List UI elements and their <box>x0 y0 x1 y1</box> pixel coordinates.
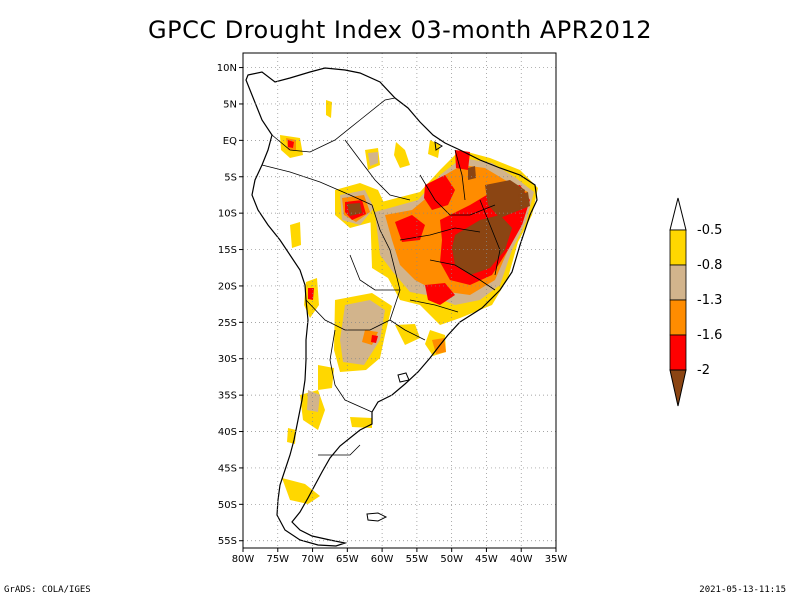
legend-label-1: -0.5 <box>697 223 722 238</box>
lat-tick-label: 30S <box>218 354 237 365</box>
lat-tick-label: 25S <box>218 318 237 329</box>
lon-tick-label: 80W <box>232 554 255 565</box>
lat-tick-label: 5S <box>224 172 237 183</box>
legend-swatch-orange <box>669 299 687 336</box>
lat-tick-label: 20S <box>218 281 237 292</box>
legend-swatch-yellow <box>669 229 687 266</box>
lat-tick-label: 40S <box>218 427 237 438</box>
legend-label-2: -0.8 <box>697 258 722 273</box>
south-america-coastline <box>245 67 538 547</box>
footer-timestamp: 2021-05-13-11:15 <box>699 585 786 595</box>
lon-tick-label: 75W <box>266 554 289 565</box>
lat-tick-label: 10N <box>217 63 237 74</box>
lat-tick-label: EQ <box>223 136 237 147</box>
lat-tick-label: 50S <box>218 500 237 511</box>
lon-tick-label: 70W <box>301 554 324 565</box>
legend-colorbar: -0.5 -0.8 -1.3 -1.6 -2 <box>669 197 722 407</box>
lon-tick-label: 40W <box>510 554 533 565</box>
lat-tick-label: 35S <box>218 391 237 402</box>
lon-tick-label: 35W <box>545 554 568 565</box>
country-borders <box>261 97 501 456</box>
lon-tick-label: 60W <box>371 554 394 565</box>
lat-tick-label: 45S <box>218 463 237 474</box>
lat-lon-grid <box>243 53 556 548</box>
map-title: GPCC Drought Index 03-month APR2012 <box>148 16 652 44</box>
lon-tick-label: 65W <box>336 554 359 565</box>
lon-tick-label: 45W <box>475 554 498 565</box>
legend-swatch-tan <box>669 264 687 301</box>
lon-tick-label: 55W <box>406 554 429 565</box>
map-frame <box>242 52 557 549</box>
legend-label-4: -1.6 <box>697 328 722 343</box>
lat-tick-label: 15S <box>218 245 237 256</box>
legend-arrow-bottom <box>669 369 687 407</box>
drought-class-yellow <box>280 100 538 504</box>
legend-swatch-red <box>669 334 687 371</box>
lat-tick-label: 10S <box>218 209 237 220</box>
latitude-axis: 10N 5N EQ 5S 10S 15S 20S 25S 30S 35S 40S 45S 50S 55S <box>217 63 243 547</box>
legend-arrow-top <box>669 197 687 231</box>
lon-tick-label: 50W <box>440 554 463 565</box>
footer-credit: GrADS: COLA/IGES <box>4 585 91 595</box>
lat-tick-label: 5N <box>223 99 237 110</box>
legend-label-3: -1.3 <box>697 293 722 308</box>
longitude-axis: 80W 75W 70W 65W 60W 55W 50W 45W 40W 35W <box>232 548 568 565</box>
legend-label-5: -2 <box>697 363 710 378</box>
lat-tick-label: 55S <box>218 536 237 547</box>
islands <box>366 141 443 522</box>
